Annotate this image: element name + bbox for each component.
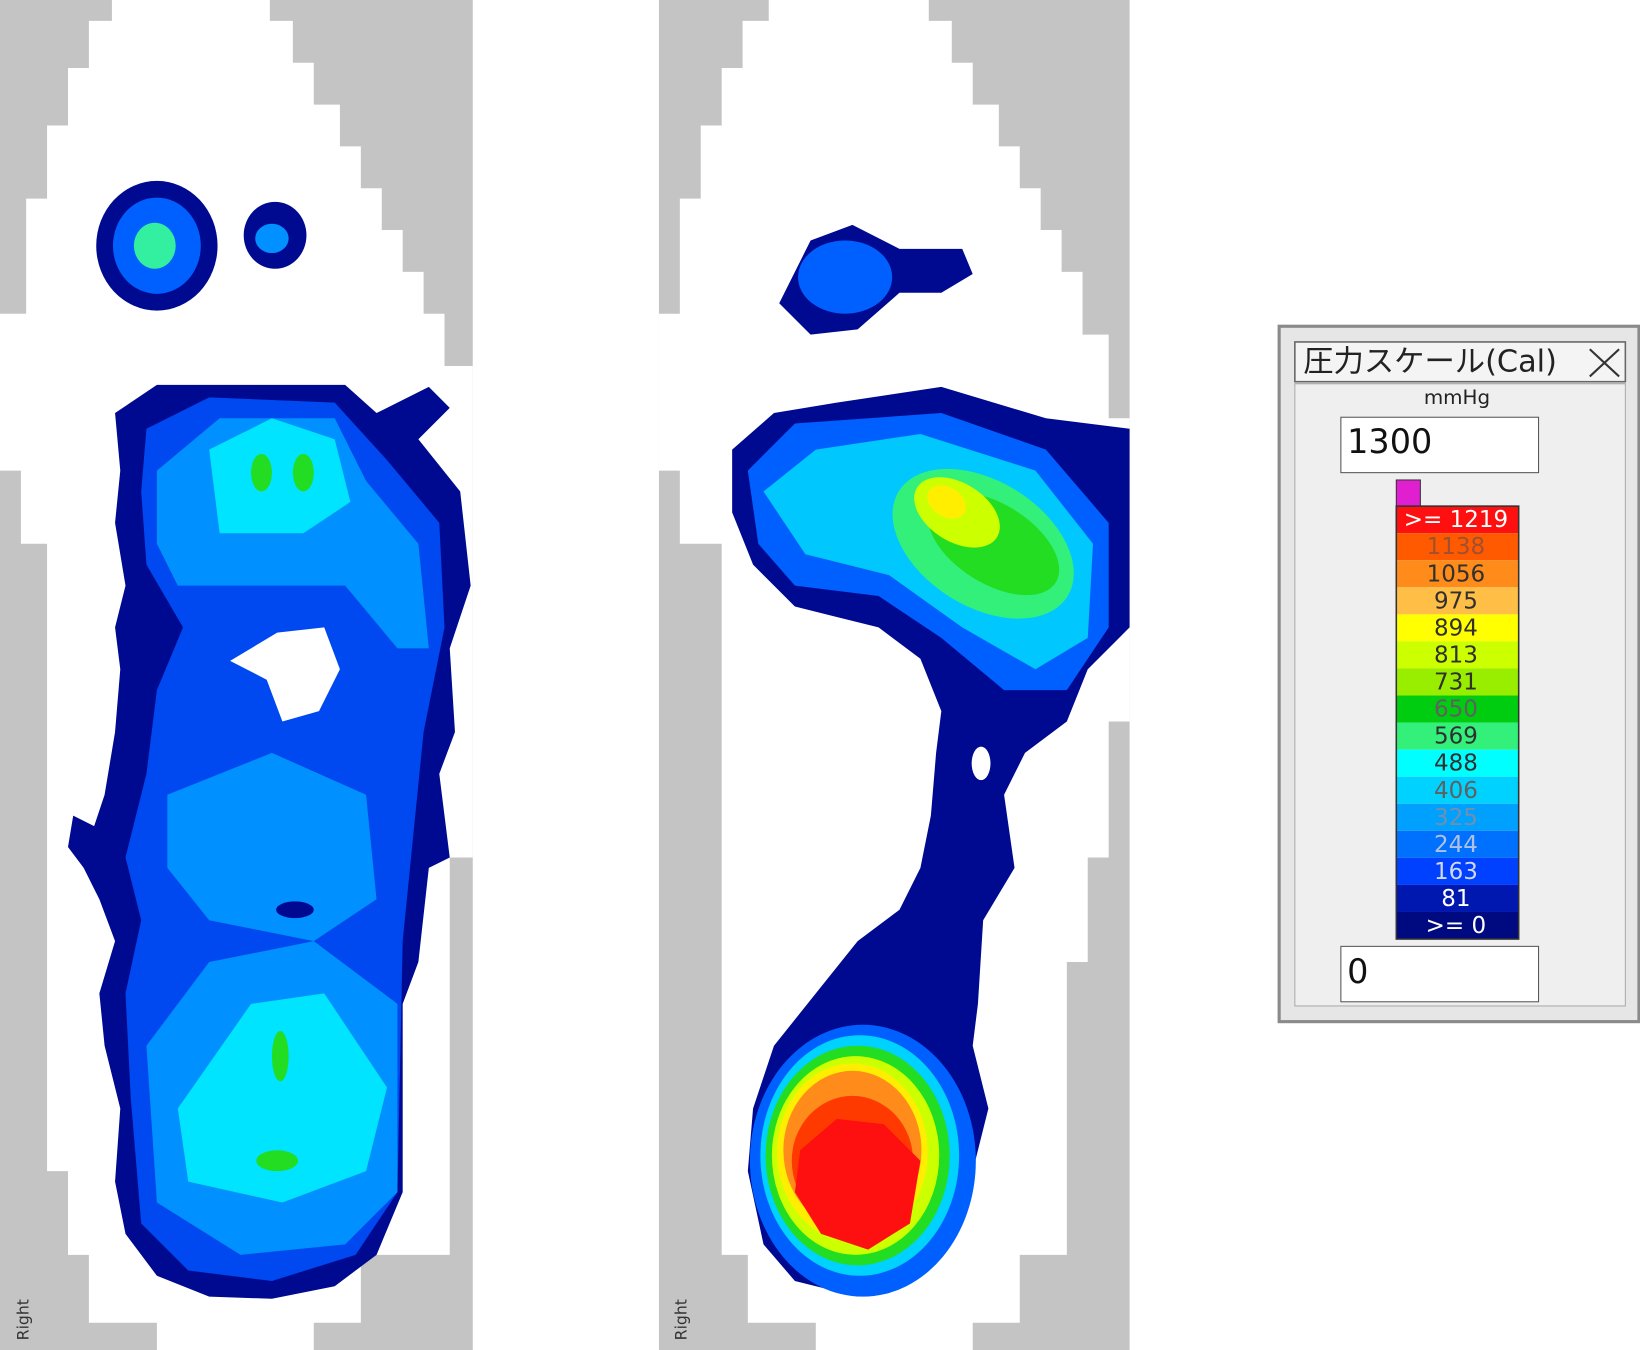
unit-label: mmHg (1424, 386, 1490, 409)
level-label: 406 (1434, 778, 1478, 804)
panel-label: Right (671, 1299, 690, 1340)
level-swatch (1396, 560, 1519, 588)
level-swatch (1396, 533, 1519, 561)
level-label: >= 0 (1426, 913, 1487, 939)
level-label: 244 (1434, 832, 1478, 858)
level-swatch (1396, 857, 1519, 885)
panel-label: Right (14, 1299, 33, 1340)
level-label: 894 (1434, 615, 1478, 641)
level-label: 731 (1434, 670, 1478, 696)
level-swatch (1396, 776, 1519, 804)
level-label: 488 (1434, 751, 1478, 777)
level-label: 569 (1434, 724, 1478, 750)
level-swatch (1396, 911, 1519, 940)
level-swatch (1396, 749, 1519, 777)
level-label: 650 (1434, 697, 1478, 723)
level-swatch (1396, 803, 1519, 831)
max-value: 1300 (1347, 422, 1432, 461)
level-label: 813 (1434, 642, 1478, 668)
level-swatch (1396, 695, 1519, 723)
scale-window: 圧力スケール(Cal) mmHg 1300 >= 121911381056975… (1277, 324, 1640, 1024)
right-foot-panel (658, 0, 1130, 1350)
level-label: >= 1219 (1404, 507, 1508, 533)
level-label: 1056 (1427, 561, 1486, 587)
left-foot-panel (0, 0, 473, 1350)
level-swatch (1396, 641, 1519, 669)
level-swatch (1396, 668, 1519, 696)
level-label: 975 (1434, 588, 1478, 614)
level-label: 1138 (1427, 534, 1486, 560)
max-input[interactable] (1340, 416, 1540, 474)
window-title: 圧力スケール(Cal) (1303, 344, 1557, 379)
level-swatch (1396, 506, 1519, 534)
level-swatch (1396, 830, 1519, 858)
min-value: 0 (1347, 952, 1368, 991)
level-swatch (1396, 884, 1519, 912)
min-input[interactable] (1340, 945, 1540, 1003)
level-label: 325 (1434, 805, 1478, 831)
level-swatch (1396, 614, 1519, 642)
slider-handle[interactable] (1395, 479, 1421, 507)
level-swatch (1396, 587, 1519, 615)
level-label: 163 (1434, 859, 1478, 885)
level-border (1395, 505, 1520, 940)
close-button[interactable] (1589, 348, 1620, 378)
level-swatch (1396, 722, 1519, 750)
level-label: 81 (1441, 886, 1470, 912)
